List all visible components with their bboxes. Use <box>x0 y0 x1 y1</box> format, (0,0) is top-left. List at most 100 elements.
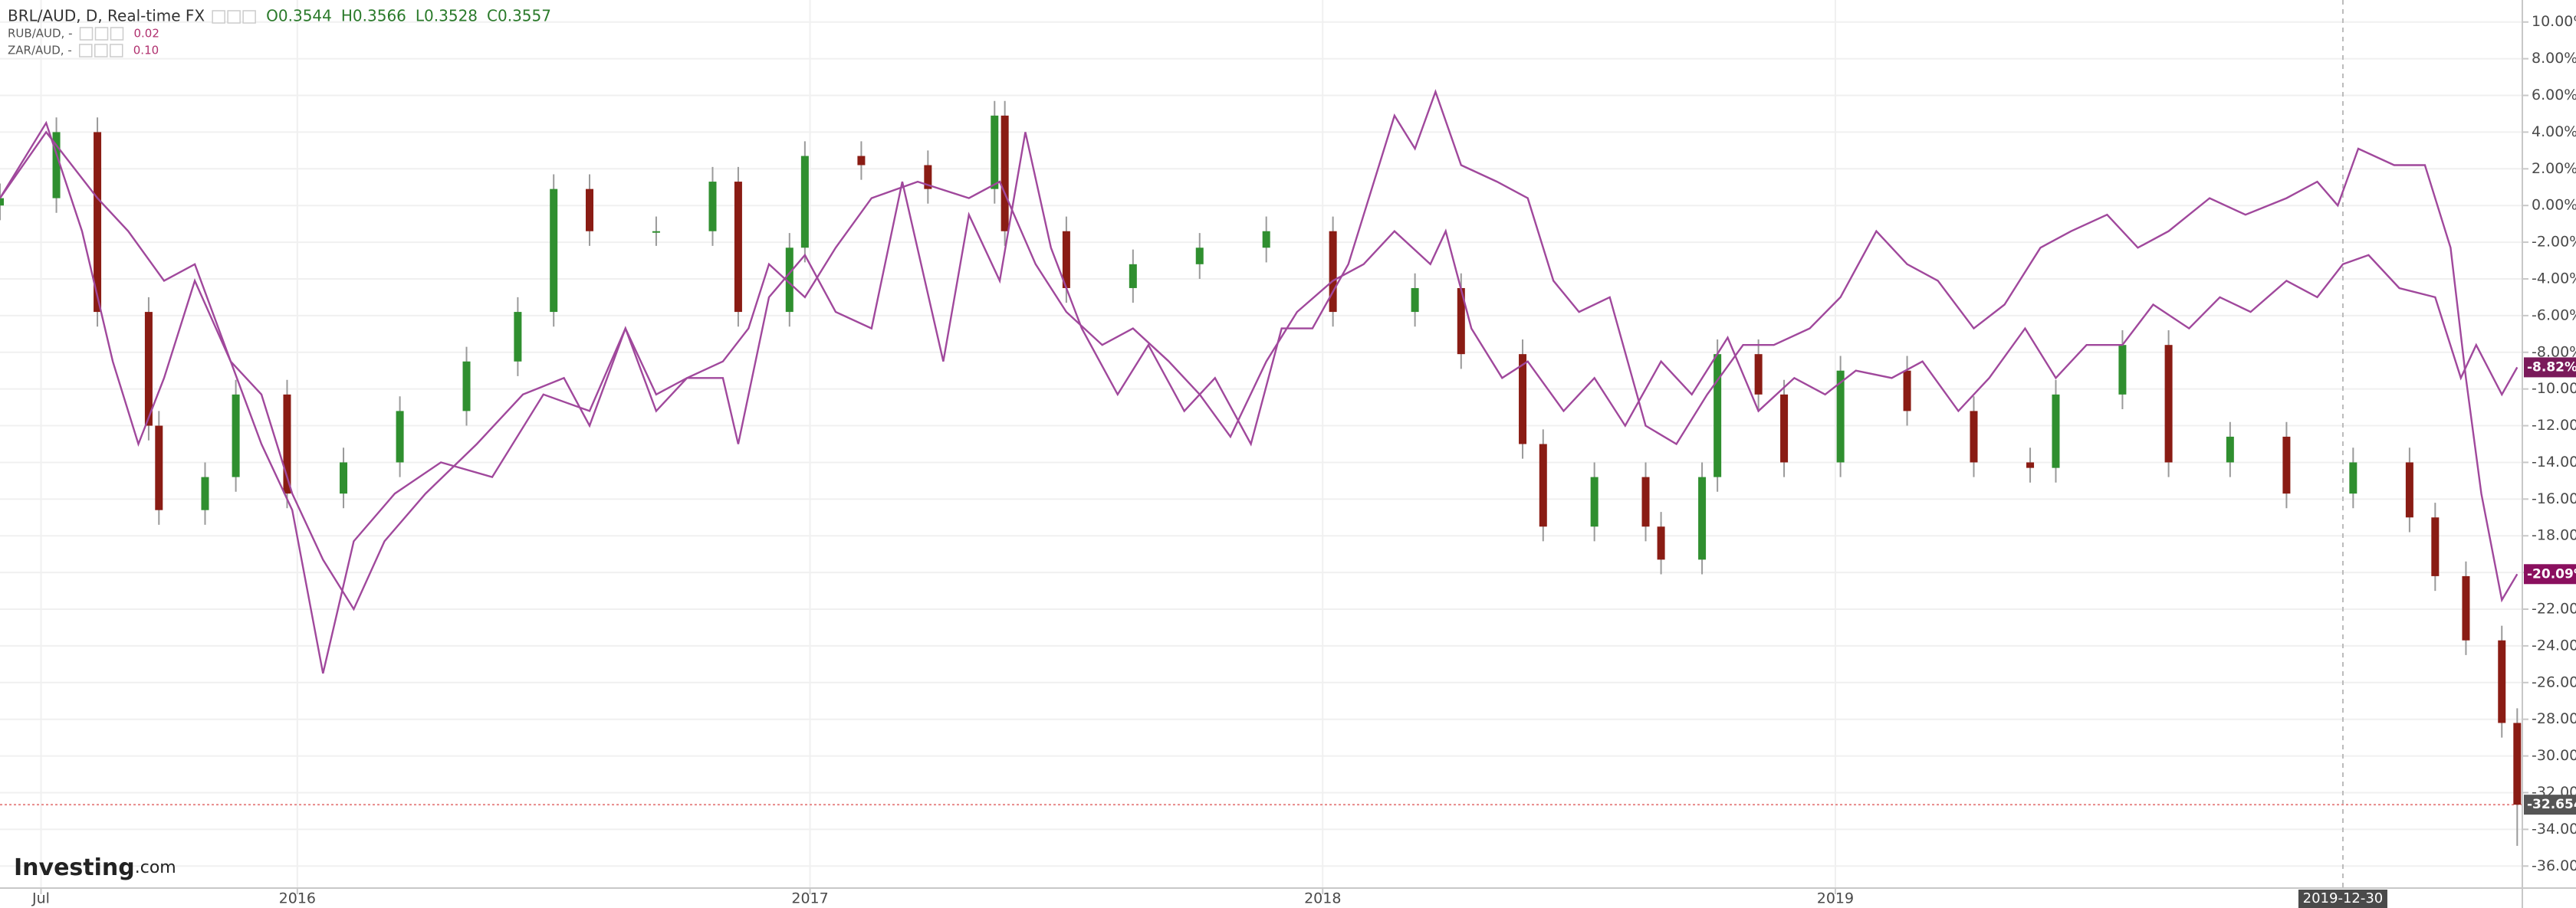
x-tick-label: 2017 <box>791 890 828 907</box>
candle-body <box>785 247 794 313</box>
candle-body <box>857 156 866 166</box>
candle-body <box>1129 264 1137 288</box>
candle-body <box>2226 436 2234 463</box>
candle-body <box>1590 477 1598 527</box>
candle-body <box>652 231 660 233</box>
y-tick-label: -30.00% <box>2532 747 2576 764</box>
y-tick-label: 0.00% <box>2532 197 2576 214</box>
candle-body <box>94 132 102 313</box>
candle-body <box>800 156 809 248</box>
candle-body <box>2164 345 2173 463</box>
candle-body <box>2349 462 2358 494</box>
x-tick-label: 2018 <box>1304 890 1341 907</box>
legend-icon <box>212 10 225 24</box>
watermark: Investing.com <box>14 854 176 881</box>
y-tick-label: 4.00% <box>2532 123 2576 140</box>
candle-body <box>1539 444 1547 527</box>
candle-body <box>991 115 999 189</box>
legend-icon <box>79 27 94 41</box>
y-tick-label: -22.00% <box>2532 601 2576 618</box>
legend-value: 0.02 <box>134 27 159 41</box>
candle-body <box>1519 354 1527 444</box>
value-badge <box>2524 357 2576 378</box>
candle-body <box>2026 462 2035 468</box>
candle-body <box>1641 477 1650 527</box>
candle-body <box>1195 247 1204 264</box>
series-line <box>0 89 2518 674</box>
y-tick-label: -10.00% <box>2532 380 2576 397</box>
legend-icon <box>94 27 109 41</box>
candle-body <box>1754 354 1763 395</box>
legend-value: H0.3566 <box>341 7 406 25</box>
y-tick-label: -24.00% <box>2532 637 2576 654</box>
y-tick-label: -34.00% <box>2532 821 2576 838</box>
y-tick-label: -28.00% <box>2532 710 2576 727</box>
y-tick-label: -14.00% <box>2532 454 2576 470</box>
candle-body <box>2282 436 2291 494</box>
legend-icon <box>110 27 124 41</box>
y-tick-label: -18.00% <box>2532 527 2576 544</box>
candle-body <box>2118 345 2127 395</box>
x-tick-label: Jul <box>31 890 50 907</box>
legend-value: 0.10 <box>133 44 159 57</box>
candle-body <box>734 182 742 313</box>
y-tick-label: -2.00% <box>2532 234 2576 251</box>
legend-value: C0.3557 <box>487 7 551 25</box>
candle-body <box>586 188 594 231</box>
candle-body <box>2431 517 2440 576</box>
y-tick-label: -8.00% <box>2532 343 2576 360</box>
x-tick-label: 2019 <box>1817 890 1854 907</box>
value-badge <box>2524 564 2576 585</box>
y-tick-label: -36.00% <box>2532 857 2576 874</box>
y-tick-label: -26.00% <box>2532 674 2576 690</box>
candle-body <box>232 394 240 477</box>
legend-icon <box>94 44 108 57</box>
candle-body <box>155 425 163 510</box>
candle-body <box>2052 394 2060 468</box>
axes: -36.00%-34.00%-32.00%-30.00%-28.00%-26.0… <box>31 13 2576 908</box>
legend-icon <box>242 10 256 24</box>
candle-body <box>1411 287 1419 313</box>
y-tick-label: 8.00% <box>2532 50 2576 67</box>
legend-name: BRL/AUD, D, Real-time FX <box>8 7 205 25</box>
legend: BRL/AUD, D, Real-time FX O0.3544 H0.3566 L0… <box>8 7 551 57</box>
y-tick-label: 10.00% <box>2532 13 2576 30</box>
candle-body <box>396 411 404 463</box>
value-badge-label: -32.6547 <box>2527 797 2576 812</box>
legend-icon <box>110 44 123 57</box>
candle-body <box>550 188 558 313</box>
legend-value: O0.3544 <box>266 7 332 25</box>
candle-body <box>708 182 717 231</box>
candle-body <box>2513 723 2522 805</box>
candle-body <box>52 132 61 198</box>
candle-body <box>1657 526 1665 560</box>
candle-body <box>201 477 209 510</box>
candle-body <box>1062 231 1070 288</box>
candle-body <box>1970 411 1978 463</box>
candle-body <box>2498 640 2506 723</box>
x-tick-label: 2016 <box>279 890 316 907</box>
candle-body <box>2405 462 2413 518</box>
candle-body <box>144 312 153 426</box>
y-tick-label: -4.00% <box>2532 270 2576 287</box>
candle-body <box>924 165 932 189</box>
value-badge-label: -8.82% <box>2527 359 2576 375</box>
candle-body <box>1780 394 1789 463</box>
candle-body <box>1329 231 1337 313</box>
candle-body <box>1457 287 1465 355</box>
candle-body <box>1001 115 1009 231</box>
plot <box>0 89 2522 846</box>
grid <box>0 0 2522 888</box>
crosshair-label: 2019-12-30 <box>2303 890 2384 906</box>
legend-value: L0.3528 <box>416 7 478 25</box>
y-tick-label: 2.00% <box>2532 160 2576 177</box>
brand-suffix: .com <box>135 858 176 877</box>
candle-body <box>462 361 471 411</box>
y-tick-label: -16.00% <box>2532 490 2576 507</box>
candle-body <box>283 394 291 494</box>
candle-body <box>1714 354 1722 477</box>
candle-body <box>1836 370 1845 463</box>
legend-name: ZAR/AUD, - <box>8 44 72 57</box>
crosshair-label-box <box>2298 890 2387 908</box>
